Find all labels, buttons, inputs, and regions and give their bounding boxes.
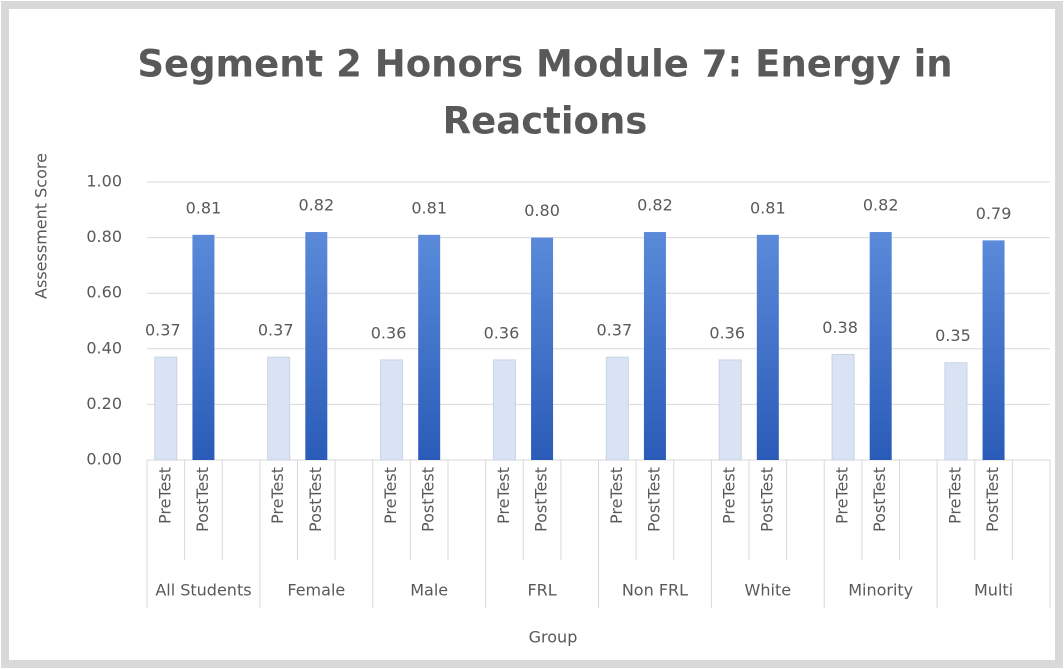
bar [418, 234, 441, 460]
bar [756, 234, 779, 460]
bar [154, 356, 178, 461]
x-tick-label: PreTest [155, 467, 174, 524]
group-label: White [745, 581, 792, 600]
value-label: 0.80 [524, 201, 560, 220]
y-tick-label: 0.40 [86, 338, 122, 357]
x-tick-label: PostTest [644, 467, 663, 532]
y-tick-label: 0.80 [86, 227, 122, 246]
x-tick-label: PreTest [494, 467, 513, 524]
group-label: Male [410, 581, 448, 600]
chart-title: Segment 2 Honors Module 7: Energy in [137, 43, 952, 86]
x-tick-label: PostTest [870, 467, 889, 532]
value-label: 0.37 [597, 321, 633, 340]
bar [305, 232, 328, 460]
bar [531, 237, 554, 460]
value-label: 0.82 [863, 196, 899, 215]
value-label: 0.37 [145, 321, 181, 340]
value-label: 0.82 [637, 196, 673, 215]
bar [831, 353, 855, 461]
value-label: 0.38 [822, 318, 858, 337]
x-tick-label: PreTest [945, 467, 964, 524]
x-tick-label: PostTest [532, 467, 551, 532]
x-tick-label: PreTest [268, 467, 287, 524]
value-label: 0.35 [935, 326, 971, 345]
bar [718, 359, 742, 461]
bar [192, 234, 215, 460]
group-label: Non FRL [622, 581, 688, 600]
value-label: 0.36 [484, 323, 520, 342]
x-tick-label: PostTest [193, 467, 212, 532]
bar [380, 359, 404, 461]
chart-title: Reactions [443, 100, 648, 143]
value-label: 0.36 [371, 323, 407, 342]
y-tick-label: 0.00 [86, 450, 122, 469]
y-tick-label: 0.20 [86, 394, 122, 413]
x-tick-label: PreTest [607, 467, 626, 524]
value-label: 0.82 [299, 196, 335, 215]
x-axis-title: Group [529, 628, 578, 647]
y-tick-label: 1.00 [86, 172, 122, 191]
group-label: Female [287, 581, 345, 600]
y-axis-title: Assessment Score [32, 153, 51, 299]
value-label: 0.37 [258, 321, 294, 340]
x-tick-label: PreTest [720, 467, 739, 524]
group-label: FRL [527, 581, 556, 600]
bar [605, 356, 629, 461]
x-tick-label: PostTest [983, 467, 1002, 532]
group-label: All Students [155, 581, 251, 600]
value-label: 0.36 [709, 323, 745, 342]
group-label: Minority [848, 581, 913, 600]
x-tick-label: PreTest [381, 467, 400, 524]
value-label: 0.81 [750, 198, 786, 217]
bar [643, 232, 666, 460]
bar [982, 240, 1005, 460]
value-label: 0.81 [411, 198, 447, 217]
y-tick-label: 0.60 [86, 283, 122, 302]
bar [267, 356, 291, 461]
value-label: 0.81 [186, 198, 222, 217]
bar [944, 362, 968, 461]
group-label: Multi [974, 581, 1013, 600]
x-tick-label: PostTest [306, 467, 325, 532]
value-label: 0.79 [976, 204, 1012, 223]
bar [869, 232, 892, 460]
x-tick-label: PostTest [419, 467, 438, 532]
bar [492, 359, 516, 461]
x-tick-label: PreTest [833, 467, 852, 524]
x-tick-label: PostTest [757, 467, 776, 532]
